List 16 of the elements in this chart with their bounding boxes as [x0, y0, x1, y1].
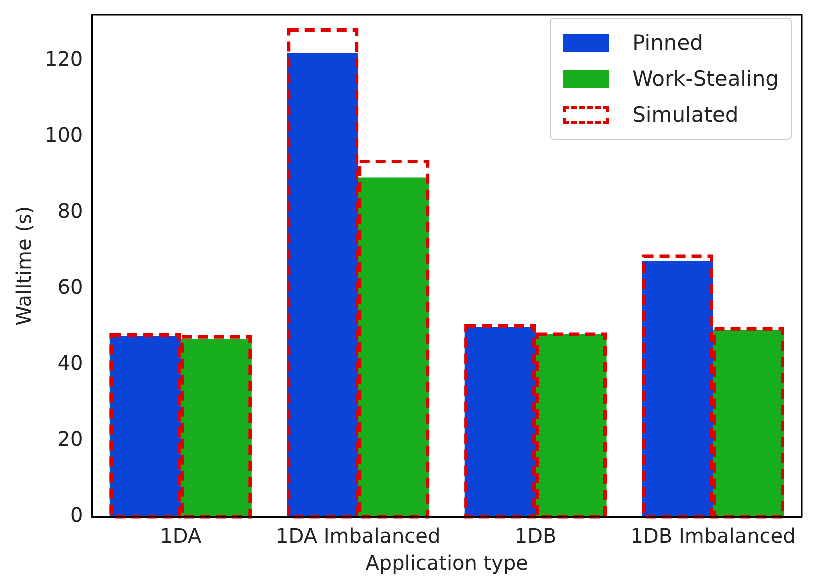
- y-tick-label: 80: [58, 198, 84, 223]
- x-tick-label: 1DB Imbalanced: [630, 524, 796, 548]
- legend-label: Work-Stealing: [632, 67, 779, 91]
- y-axis-title: Walltime (s): [12, 206, 36, 326]
- y-tick-label: 100: [44, 122, 84, 147]
- y-tick-label: 40: [58, 351, 84, 376]
- y-tick-label: 60: [58, 275, 84, 300]
- legend-label: Simulated: [632, 103, 739, 127]
- legend-label: Pinned: [632, 31, 704, 55]
- x-tick-label: 1DA: [160, 524, 202, 548]
- x-tick-label: 1DA Imbalanced: [276, 524, 441, 548]
- x-tick-label: 1DB: [514, 524, 557, 548]
- x-axis-title: Application type: [366, 551, 528, 576]
- y-tick-label: 0: [70, 503, 84, 528]
- y-tick-label: 20: [58, 427, 84, 452]
- y-tick-label: 120: [44, 46, 84, 71]
